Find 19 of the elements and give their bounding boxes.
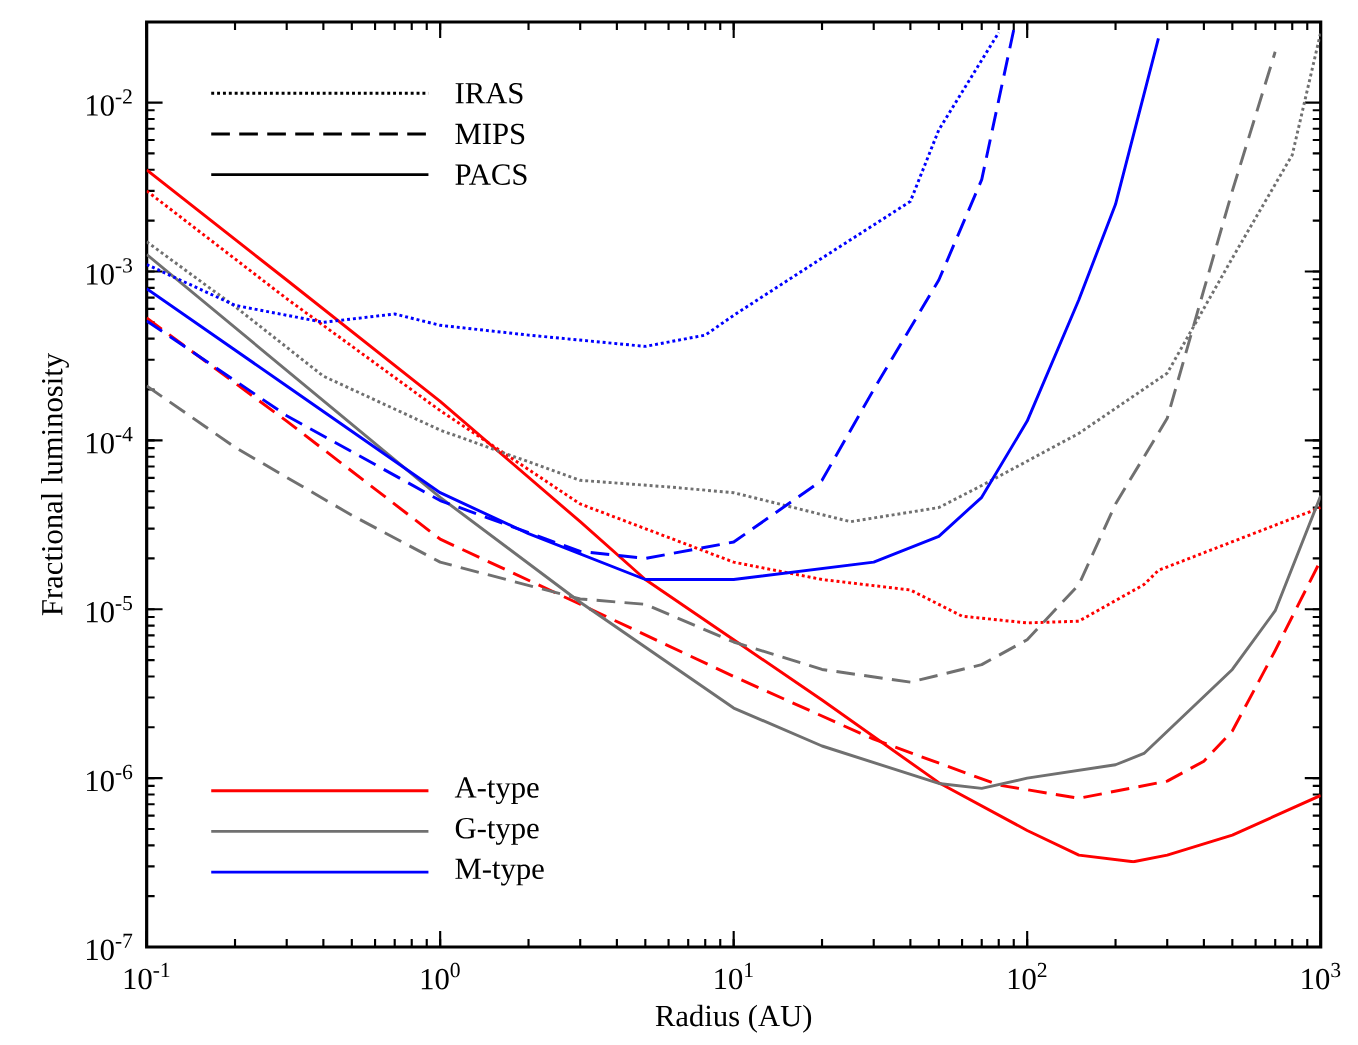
x-axis-title: Radius (AU) [655, 1004, 812, 1033]
y-tick-label: 10$^{-2}$ [86, 89, 132, 116]
annotation: PACS [455, 164, 527, 185]
y-tick-label: 10$^{-6}$ [86, 764, 133, 792]
annotation: A-type [454, 777, 539, 805]
y-tick-label: 10$^{-3}$ [86, 258, 132, 285]
annotation: M-type [455, 858, 544, 886]
x-tick-label: 10$^{0}$ [421, 962, 460, 990]
x-tick-label: 10$^{1}$ [715, 962, 753, 990]
y-tick-label: 10$^{-4}$ [86, 427, 133, 454]
y-axis-title: Fractional luminosity [41, 353, 69, 616]
y-tick-label: 10$^{-5}$ [86, 596, 132, 623]
x-tick-label: 10$^{3}$ [1302, 962, 1341, 990]
annotation: IRAS [455, 82, 523, 104]
annotation: G-type [455, 817, 539, 845]
x-tick-label: 10$^{-1}$ [124, 962, 170, 990]
annotation: MIPS [455, 123, 525, 145]
x-tick-label: 10$^{2}$ [1008, 962, 1047, 990]
y-tick-label: 10$^{-7}$ [86, 933, 133, 961]
